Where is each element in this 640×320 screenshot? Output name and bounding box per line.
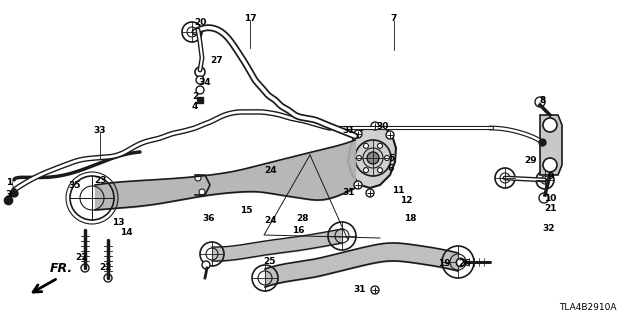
Circle shape — [543, 158, 557, 172]
Text: 5: 5 — [388, 154, 394, 163]
Text: 21: 21 — [544, 204, 557, 212]
Circle shape — [364, 143, 369, 148]
Text: FR.: FR. — [50, 262, 73, 275]
Circle shape — [366, 189, 374, 197]
Circle shape — [371, 122, 379, 130]
Circle shape — [354, 181, 362, 189]
Circle shape — [378, 168, 383, 172]
Polygon shape — [540, 115, 562, 175]
Text: 4: 4 — [192, 101, 198, 110]
Circle shape — [202, 261, 210, 269]
Text: 26: 26 — [458, 260, 470, 268]
Circle shape — [543, 118, 557, 132]
Text: 7: 7 — [391, 13, 397, 22]
Circle shape — [354, 130, 362, 138]
Text: 25: 25 — [264, 258, 276, 267]
Circle shape — [196, 86, 204, 94]
Circle shape — [367, 152, 379, 164]
Text: 34: 34 — [198, 77, 211, 86]
Text: 12: 12 — [400, 196, 413, 204]
Text: 28: 28 — [296, 213, 308, 222]
Text: 29: 29 — [524, 156, 536, 164]
Text: 16: 16 — [292, 226, 305, 235]
Text: 1: 1 — [6, 178, 12, 187]
Circle shape — [195, 67, 205, 77]
Text: 32: 32 — [542, 223, 554, 233]
Text: 31: 31 — [354, 285, 366, 294]
Circle shape — [104, 274, 112, 282]
Polygon shape — [348, 126, 396, 188]
Text: 6: 6 — [388, 164, 394, 172]
Text: 33: 33 — [93, 125, 106, 134]
Text: 15: 15 — [240, 205, 253, 214]
Circle shape — [378, 143, 383, 148]
Text: 35: 35 — [68, 180, 81, 189]
Text: 14: 14 — [120, 228, 132, 236]
Circle shape — [371, 286, 379, 294]
Text: 23: 23 — [94, 175, 106, 185]
Circle shape — [364, 168, 369, 172]
Circle shape — [195, 175, 201, 181]
Text: 30: 30 — [376, 122, 388, 131]
Circle shape — [385, 156, 390, 161]
Circle shape — [196, 76, 204, 84]
Text: 22: 22 — [76, 253, 88, 262]
Text: TLA4B2910A: TLA4B2910A — [559, 303, 617, 313]
Text: 20: 20 — [194, 18, 206, 27]
Text: 24: 24 — [264, 165, 276, 174]
Text: 31: 31 — [342, 125, 355, 134]
Text: 8: 8 — [540, 95, 547, 105]
Circle shape — [199, 189, 205, 195]
Text: 9: 9 — [548, 172, 554, 180]
Text: 18: 18 — [404, 213, 417, 222]
Text: 24: 24 — [264, 215, 276, 225]
Text: 19: 19 — [438, 260, 451, 268]
Text: 11: 11 — [392, 186, 404, 195]
Text: 17: 17 — [244, 13, 256, 22]
Text: 22: 22 — [100, 263, 112, 273]
Circle shape — [386, 131, 394, 139]
Circle shape — [81, 264, 89, 272]
Text: 3: 3 — [6, 189, 12, 198]
Text: 13: 13 — [112, 218, 125, 227]
Text: 31: 31 — [342, 188, 355, 196]
Circle shape — [356, 156, 362, 161]
Text: 2: 2 — [192, 92, 198, 100]
Text: 36: 36 — [202, 213, 214, 222]
Text: 10: 10 — [544, 194, 556, 203]
Text: 27: 27 — [210, 55, 223, 65]
